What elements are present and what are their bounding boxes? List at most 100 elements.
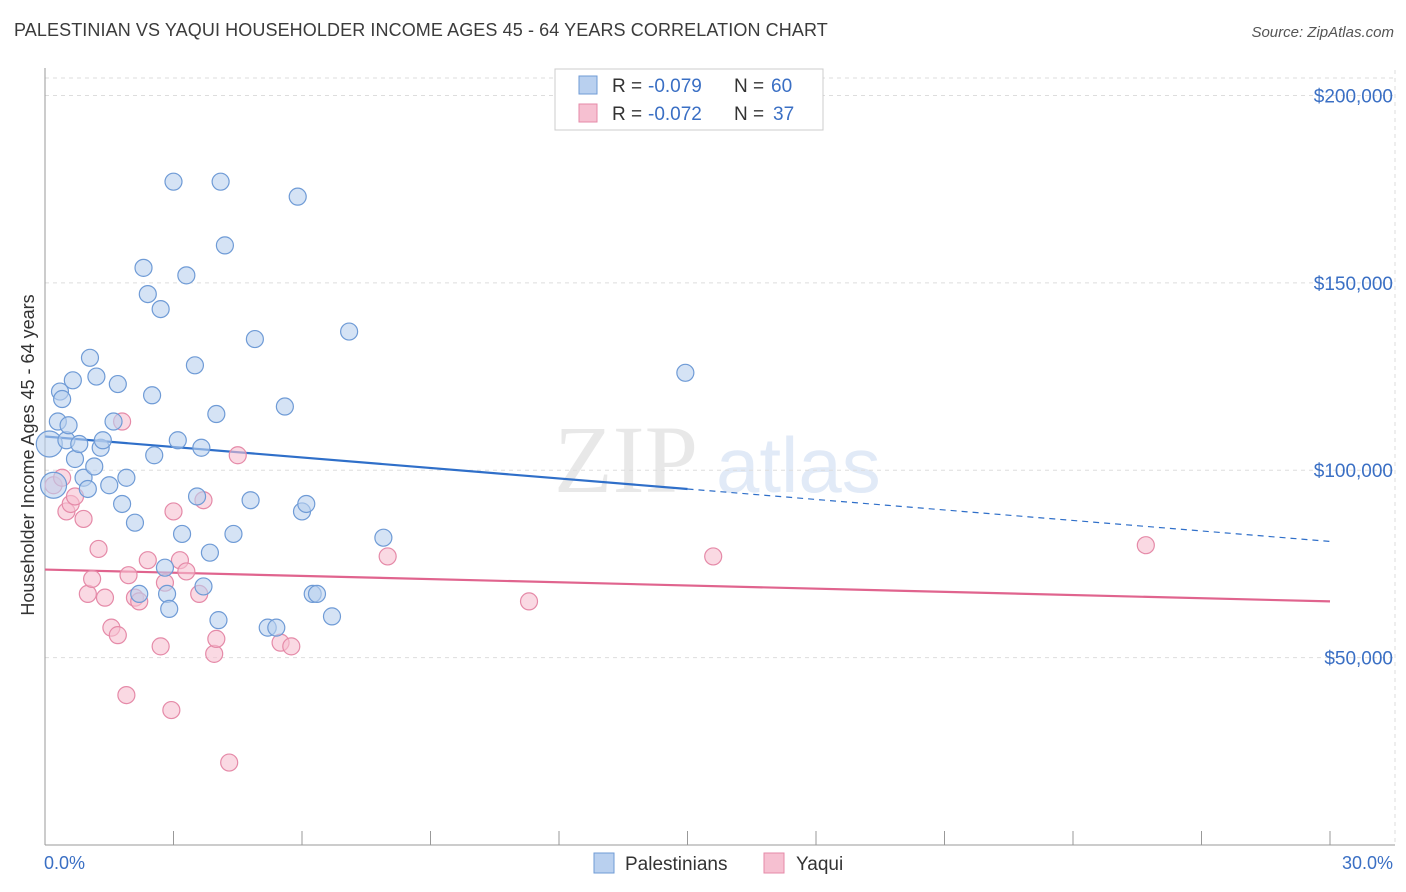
palestinians-point (211, 172, 230, 191)
yaqui-point (119, 566, 138, 585)
yaqui-point (151, 637, 170, 656)
palestinians-point (65, 449, 85, 469)
palestinians-point (241, 491, 260, 510)
y-tick-label: $50,000 (1324, 649, 1393, 670)
series-legend-palestinians: Palestinians (625, 854, 727, 875)
source-credit: Source: ZipAtlas.com (1251, 24, 1394, 41)
palestinians-point (134, 258, 153, 277)
palestinians-point (194, 577, 213, 596)
palestinians-point (85, 457, 104, 476)
palestinians-point (200, 543, 220, 562)
palestinians-point (322, 607, 342, 626)
palestinians-point (157, 584, 177, 604)
yaqui-point (220, 753, 239, 772)
palestinians-point (59, 416, 78, 435)
palestinians-point (53, 389, 72, 409)
palestinians-point (130, 584, 149, 604)
legend-n-value-2: 37 (773, 104, 794, 125)
yaqui-point (164, 502, 183, 521)
x-tick-label: 30.0% (1342, 853, 1393, 873)
palestinians-point (275, 397, 294, 416)
yaqui-point (108, 626, 127, 645)
palestinians-points (35, 172, 695, 637)
palestinians-point (676, 363, 695, 382)
palestinians-point (172, 524, 192, 544)
yaqui-trend-line (44, 568, 1331, 603)
legend-n-value-1: 60 (771, 76, 792, 97)
palestinians-point (187, 487, 207, 506)
yaqui-point (117, 685, 136, 705)
palestinians-point (288, 187, 307, 206)
palestinians-point (87, 367, 106, 386)
x-tick-labels: 0.0% 30.0% (44, 853, 1393, 873)
palestinians-point (117, 468, 136, 487)
legend-swatch-yaqui (578, 103, 598, 123)
yaqui-point (519, 592, 539, 611)
legend-r-label-2: R = (612, 104, 642, 125)
stats-legend: R = -0.079 N = 60 R = -0.072 N = 37 (554, 68, 824, 131)
palestinians-trend-line (44, 435, 688, 491)
watermark-atlas: atlas (716, 421, 881, 509)
palestinians-point (142, 386, 162, 405)
palestinians-point (192, 438, 211, 457)
palestinians-point (78, 479, 97, 499)
palestinians-point (100, 476, 119, 495)
yaqui-point (282, 637, 301, 656)
palestinians-point (70, 434, 89, 454)
palestinians-point (80, 348, 100, 367)
palestinians-point (267, 618, 286, 637)
palestinians-point (145, 446, 164, 465)
yaqui-point (162, 700, 181, 720)
palestinians-point (112, 494, 132, 514)
palestinians-point (207, 404, 226, 424)
palestinians-point (138, 285, 157, 304)
x-tick-label: 0.0% (44, 853, 85, 873)
legend-swatch-palestinians (578, 75, 598, 95)
palestinians-point (215, 236, 234, 255)
series-legend-swatch-palestinians (593, 852, 615, 874)
palestinians-point (374, 528, 393, 547)
yaqui-point (89, 539, 108, 559)
y-tick-label: $100,000 (1314, 461, 1393, 482)
yaqui-point (704, 547, 723, 566)
legend-r-label-1: R = (612, 76, 642, 97)
yaqui-point (83, 569, 102, 589)
palestinians-point (209, 611, 228, 630)
series-legend: Palestinians Yaqui (593, 852, 843, 875)
palestinians-point (155, 558, 175, 577)
palestinians-point (245, 329, 264, 349)
y-tick-labels: $50,000 $100,000 $150,000 $200,000 (1314, 86, 1393, 669)
series-legend-yaqui: Yaqui (796, 854, 843, 875)
yaqui-point (228, 446, 247, 465)
palestinians-point (307, 584, 327, 604)
palestinians-trend-extension (687, 488, 1331, 543)
palestinians-point (297, 494, 316, 514)
yaqui-point (138, 551, 157, 570)
yaqui-point (78, 584, 97, 604)
chart-title: PALESTINIAN VS YAQUI HOUSEHOLDER INCOME … (14, 20, 828, 40)
palestinians-point (177, 266, 196, 285)
y-tick-label: $200,000 (1314, 86, 1393, 107)
palestinians-point (160, 599, 179, 619)
yaqui-point (177, 562, 196, 581)
yaqui-point (74, 509, 93, 529)
palestinians-point (164, 172, 183, 191)
yaqui-point (378, 547, 397, 566)
yaqui-point (95, 588, 115, 607)
palestinians-point (340, 322, 359, 341)
palestinians-point (151, 299, 170, 319)
palestinians-point (63, 371, 82, 390)
legend-n-label-1: N = (734, 76, 764, 97)
watermark: ZIP atlas (554, 406, 881, 513)
palestinians-point (224, 524, 243, 544)
palestinians-point (108, 374, 127, 394)
y-axis-title: Householder Income Ages 45 - 64 years (18, 294, 38, 615)
palestinians-point (185, 356, 205, 375)
yaqui-point (1136, 536, 1155, 555)
trend-lines (44, 435, 1331, 603)
palestinians-point (168, 431, 187, 450)
watermark-zip: ZIP (554, 406, 698, 513)
legend-r-value-1: -0.079 (648, 76, 702, 97)
palestinians-point (39, 471, 68, 499)
